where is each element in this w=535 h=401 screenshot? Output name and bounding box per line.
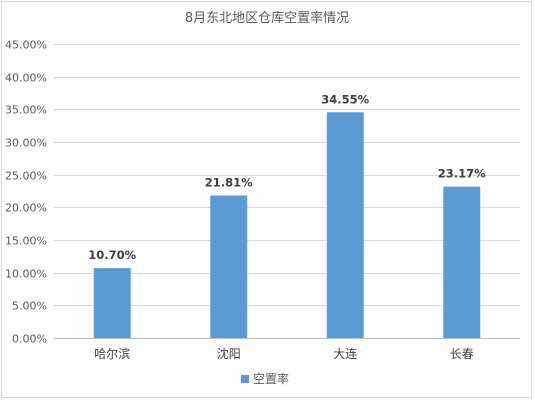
data-label: 21.81% <box>205 176 253 190</box>
bar <box>326 112 364 338</box>
y-tick-label: 45.00% <box>5 39 47 52</box>
y-tick-label: 10.00% <box>5 268 47 281</box>
bar <box>210 195 248 338</box>
data-label: 10.70% <box>88 248 136 262</box>
y-axis-ticks: 0.00% 5.00% 10.00% 15.00% 20.00% 25.00% 30.00%… <box>5 39 47 346</box>
x-axis-categories: 哈尔滨 沈阳 大连 长春 <box>94 346 474 361</box>
bar <box>93 268 131 338</box>
x-category-label: 大连 <box>333 346 357 361</box>
data-label: 34.55% <box>321 92 369 106</box>
bars <box>93 112 481 338</box>
data-labels: 10.70% 21.81% 34.55% 23.17% <box>88 92 486 262</box>
legend: 空置率 <box>241 371 289 386</box>
y-tick-label: 40.00% <box>5 72 47 85</box>
bar <box>443 186 481 338</box>
x-category-label: 沈阳 <box>217 346 241 361</box>
y-tick-label: 15.00% <box>5 235 47 248</box>
y-tick-label: 30.00% <box>5 137 47 150</box>
grid-lines <box>54 44 520 339</box>
x-category-label: 哈尔滨 <box>94 346 130 361</box>
legend-label: 空置率 <box>253 371 289 386</box>
y-tick-label: 0.00% <box>12 333 47 346</box>
y-tick-label: 25.00% <box>5 170 47 183</box>
y-tick-label: 20.00% <box>5 202 47 215</box>
y-tick-label: 35.00% <box>5 104 47 117</box>
data-label: 23.17% <box>438 167 486 181</box>
legend-swatch <box>241 375 249 383</box>
y-tick-label: 5.00% <box>12 300 47 313</box>
chart-title: 8月东北地区仓库空置率情况 <box>185 10 349 26</box>
x-category-label: 长春 <box>450 347 474 361</box>
